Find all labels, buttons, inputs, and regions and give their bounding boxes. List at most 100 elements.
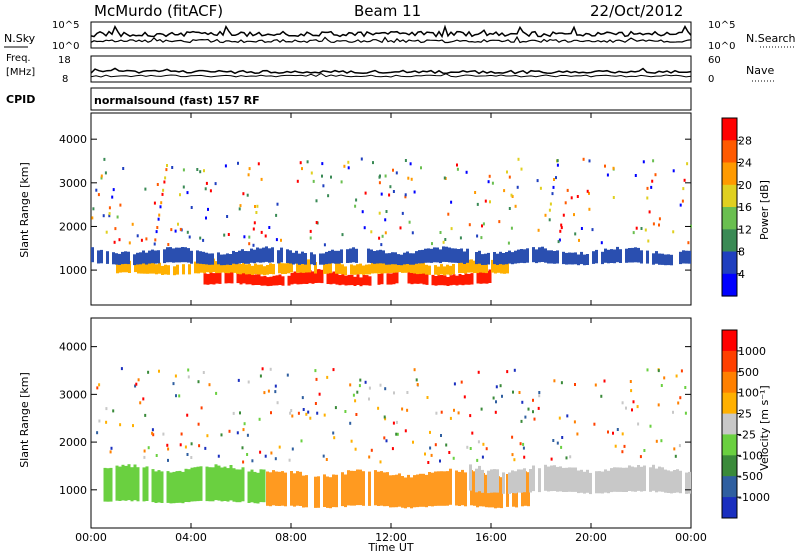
power-band-2-cell [241,249,244,263]
power-band-0-cell [293,271,297,284]
power-speckle [392,168,394,172]
velocity-band-0-cell [205,466,209,502]
velocity-band-1-cell [401,476,404,508]
power-band-0-cell [458,274,462,285]
velocity-ylabel: Slant Range [km] [18,372,31,468]
power-band-0-cell [422,273,426,285]
velocity-band-0-cell [241,467,245,502]
velocity-speckle [429,430,431,434]
power-speckle [651,179,654,183]
power-band-0-cell [347,274,351,286]
power-band-0-cell [407,270,411,284]
power-speckle [498,220,501,224]
velocity-speckle [135,382,138,386]
power-band-2-cell [421,249,424,264]
power-speckle [114,227,117,231]
velocity-band-1-cell [395,474,398,508]
velocity-speckle [151,431,154,435]
velocity-band-2-cell [538,468,541,493]
power-band-0-cell [332,271,336,284]
power-speckle [517,157,520,161]
velocity-band-0-cell [175,471,179,503]
velocity-speckle [630,389,633,393]
velocity-speckle [603,379,606,383]
power-speckle [322,184,325,188]
velocity-speckle [297,411,300,415]
power-band-1-cell [305,259,308,273]
power-speckle [179,193,181,197]
power-band-2-cell [205,252,208,265]
velocity-band-1-cell [275,471,278,506]
power-band-0-cell [311,271,315,284]
velocity-speckle [305,412,308,416]
velocity-band-2-cell [550,465,553,492]
x-tick-label: 00:00 [675,531,707,544]
velocity-band-0-cell [142,467,146,502]
velocity-speckle [660,439,663,443]
velocity-speckle [616,428,619,431]
power-speckle [508,175,511,179]
power-speckle [553,178,555,181]
power-speckle [223,233,226,237]
velocity-panel: 4000 3000 2000 1000 Slant Range [km] 1000 50… [18,317,771,529]
power-band-2-cell [184,247,187,263]
velocity-speckle [566,414,569,418]
velocity-speckle [426,396,429,399]
power-band-2-cell [181,247,184,263]
velocity-colorbar-tick-label: 1000 [738,345,766,358]
velocity-speckle [289,411,292,415]
power-band-0-cell [203,273,207,285]
power-speckle [635,226,638,230]
velocity-speckle [600,394,603,398]
power-speckle [487,180,490,184]
power-speckle [253,221,256,225]
power-speckle [252,243,255,247]
power-speckle [103,157,106,161]
power-band-2-cell [202,251,205,265]
velocity-speckle [383,436,386,440]
velocity-band-2-cell [613,467,616,492]
power-speckle [275,213,278,217]
power-band-2-cell [331,249,334,264]
power-speckle [160,201,163,205]
power-speckle [591,228,594,232]
velocity-band-2-cell [679,470,682,494]
power-band-0-cell [476,270,480,284]
power-band-0-cell [353,276,357,286]
power-band-0-cell [260,276,264,286]
velocity-band-1-cell [506,474,509,507]
power-speckle [634,174,637,177]
power-band-0-cell [242,270,246,284]
power-speckle [315,199,318,203]
power-speckle [465,170,468,174]
velocity-speckle [684,386,687,389]
velocity-speckle [393,391,395,395]
velocity-speckle [274,384,277,388]
velocity-speckle [290,409,293,412]
velocity-speckle [220,433,223,437]
velocity-speckle [416,383,419,386]
power-speckle [364,191,367,195]
velocity-band-1-cell [317,476,320,508]
velocity-speckle [434,443,437,447]
velocity-colorbar-tick-label: -500 [738,470,763,483]
velocity-band-0-cell [181,471,185,504]
velocity-band-1-cell [305,475,308,508]
power-speckle [654,173,657,177]
power-band-2-cell [562,251,565,265]
velocity-speckle [463,395,466,399]
power-band-2-cell [427,248,430,263]
velocity-band-2-cell [658,466,661,492]
velocity-speckle [607,430,609,434]
power-speckle [510,193,513,197]
x-tick-label: 04:00 [175,531,207,544]
velocity-speckle [485,447,488,451]
nave-label: Nave [746,64,774,77]
power-band-2-cell [535,249,538,264]
power-speckle [506,170,508,174]
power-band-2-cell [310,252,313,265]
velocity-band-2-cell [556,466,559,492]
power-speckle [456,167,459,171]
velocity-band-1-cell [350,470,353,506]
station-title: McMurdo (fitACF) [94,2,223,20]
